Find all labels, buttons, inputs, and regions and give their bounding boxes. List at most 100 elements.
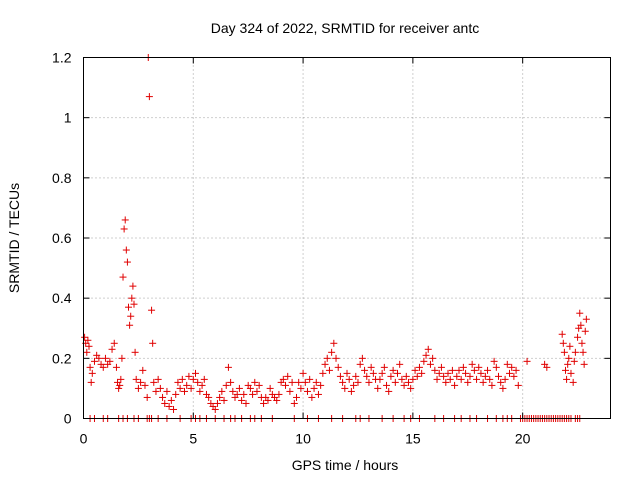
data-point — [249, 390, 257, 398]
data-point — [110, 339, 118, 347]
data-point — [317, 381, 325, 389]
data-point — [112, 363, 120, 371]
data-point — [159, 393, 167, 401]
data-point — [139, 366, 147, 374]
data-point — [154, 375, 162, 383]
data-point — [185, 372, 193, 380]
data-point — [227, 378, 235, 386]
data-point — [149, 339, 157, 347]
data-point — [86, 363, 94, 371]
data-point — [334, 363, 342, 371]
data-point — [125, 303, 133, 311]
data-point — [116, 381, 124, 389]
data-point — [567, 369, 575, 377]
data-point — [492, 363, 500, 371]
data-point — [87, 378, 95, 386]
data-point — [512, 366, 520, 374]
data-point — [365, 378, 373, 386]
data-point — [90, 357, 98, 365]
data-point — [321, 360, 329, 368]
data-point — [350, 381, 358, 389]
data-point — [325, 366, 333, 374]
data-point — [339, 378, 347, 386]
data-point — [123, 258, 131, 266]
data-point — [442, 378, 450, 386]
grid — [83, 57, 611, 419]
data-point — [361, 366, 369, 374]
data-point — [510, 372, 518, 380]
x-tick-label: 0 — [80, 431, 88, 447]
data-point — [411, 366, 419, 374]
data-point — [389, 366, 397, 374]
data-point — [181, 387, 189, 395]
data-point — [295, 378, 303, 386]
data-point — [330, 339, 338, 347]
data-point — [402, 372, 410, 380]
data-point — [163, 387, 171, 395]
data-point — [455, 366, 463, 374]
data-point — [131, 348, 139, 356]
data-point — [400, 381, 408, 389]
data-point — [134, 384, 142, 392]
data-point — [580, 360, 588, 368]
data-point — [453, 372, 461, 380]
data-point — [508, 363, 516, 371]
data-point — [150, 378, 158, 386]
data-point — [578, 339, 586, 347]
data-point — [328, 348, 336, 356]
data-point — [490, 357, 498, 365]
data-point — [222, 381, 230, 389]
data-point — [354, 378, 362, 386]
data-point — [301, 378, 309, 386]
data-point — [213, 399, 221, 407]
chart-title: Day 324 of 2022, SRMTID for receiver ant… — [211, 20, 479, 36]
data-point — [358, 354, 366, 362]
data-point — [297, 384, 305, 392]
data-point — [426, 360, 434, 368]
data-point — [383, 381, 391, 389]
data-point — [559, 339, 567, 347]
data-point — [435, 369, 443, 377]
data-point — [191, 369, 199, 377]
data-point — [479, 378, 487, 386]
data-point — [407, 384, 415, 392]
data-point — [378, 369, 386, 377]
data-point — [564, 360, 572, 368]
y-axis: 0 0.2 0.4 0.6 0.8 1 1.2 — [52, 50, 611, 427]
data-point — [581, 327, 589, 335]
data-point — [108, 345, 116, 353]
data-point — [198, 381, 206, 389]
data-point — [404, 378, 412, 386]
data-point — [233, 390, 241, 398]
data-point — [88, 369, 96, 377]
y-tick-label: 0.8 — [52, 170, 72, 186]
data-point — [118, 354, 126, 362]
data-point — [566, 342, 574, 350]
data-point — [194, 378, 202, 386]
plot-frame — [83, 57, 611, 419]
data-point — [174, 378, 182, 386]
data-point — [576, 309, 584, 317]
data-point — [101, 354, 109, 362]
data-point — [499, 384, 507, 392]
data-point — [299, 369, 307, 377]
data-point — [561, 366, 569, 374]
data-point — [84, 336, 92, 344]
data-point — [235, 384, 243, 392]
data-point — [183, 381, 191, 389]
data-point — [444, 369, 452, 377]
data-point — [251, 378, 259, 386]
data-point — [446, 375, 454, 383]
data-point — [282, 381, 290, 389]
data-point — [543, 363, 551, 371]
data-point — [409, 375, 417, 383]
x-tick-label: 15 — [405, 431, 421, 447]
data-point — [127, 312, 135, 320]
data-point — [415, 363, 423, 371]
data-point — [462, 369, 470, 377]
data-point — [481, 372, 489, 380]
data-point — [363, 372, 371, 380]
data-point — [413, 372, 421, 380]
data-point — [574, 333, 582, 341]
data-point — [394, 369, 402, 377]
